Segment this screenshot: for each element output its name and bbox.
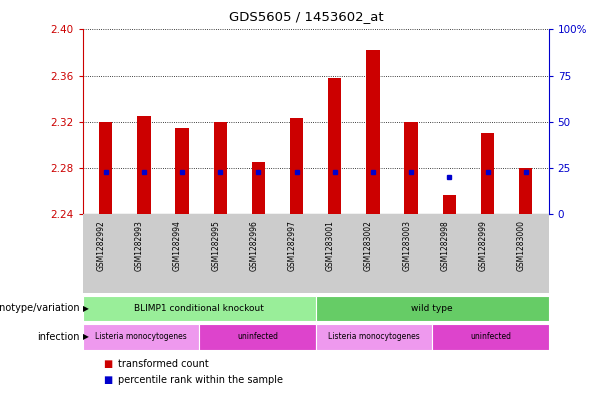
Text: GSM1282994: GSM1282994 [173, 220, 182, 271]
Text: GSM1282997: GSM1282997 [287, 220, 297, 271]
Text: GSM1283000: GSM1283000 [517, 220, 526, 272]
Text: infection: infection [37, 332, 80, 342]
Text: percentile rank within the sample: percentile rank within the sample [118, 375, 283, 385]
Bar [443, 195, 456, 214]
Text: GSM1282998: GSM1282998 [440, 220, 449, 271]
Bar [213, 122, 227, 214]
Bar [83, 324, 199, 350]
Text: GSM1282996: GSM1282996 [249, 220, 259, 271]
Text: uninfected: uninfected [470, 332, 511, 342]
Text: GSM1283002: GSM1283002 [364, 220, 373, 271]
Bar [252, 162, 265, 214]
Text: GSM1282995: GSM1282995 [211, 220, 220, 271]
Text: GSM1283003: GSM1283003 [402, 220, 411, 272]
Bar [481, 133, 494, 214]
Bar [199, 324, 316, 350]
Bar [99, 122, 112, 214]
Bar [519, 168, 533, 214]
Bar [83, 296, 316, 321]
Text: uninfected: uninfected [237, 332, 278, 342]
Bar [175, 128, 189, 214]
Bar [316, 296, 549, 321]
Text: ■: ■ [102, 358, 112, 369]
Bar [328, 78, 341, 214]
Text: Listeria monocytogenes: Listeria monocytogenes [328, 332, 420, 342]
Bar [405, 122, 418, 214]
Text: Listeria monocytogenes: Listeria monocytogenes [95, 332, 187, 342]
Bar [137, 116, 151, 214]
Bar [432, 324, 549, 350]
Text: GDS5605 / 1453602_at: GDS5605 / 1453602_at [229, 10, 384, 23]
Bar [367, 50, 379, 214]
Text: wild type: wild type [411, 304, 453, 313]
Text: transformed count: transformed count [118, 358, 209, 369]
Text: GSM1282993: GSM1282993 [135, 220, 144, 271]
Text: ▶: ▶ [83, 304, 89, 313]
Text: GSM1283001: GSM1283001 [326, 220, 335, 271]
Bar [290, 118, 303, 214]
Bar [316, 324, 432, 350]
Text: GSM1282992: GSM1282992 [97, 220, 105, 271]
Text: ■: ■ [102, 375, 112, 385]
Text: ▶: ▶ [83, 332, 89, 342]
Text: genotype/variation: genotype/variation [0, 303, 80, 313]
Text: BLIMP1 conditional knockout: BLIMP1 conditional knockout [134, 304, 264, 313]
Text: GSM1282999: GSM1282999 [479, 220, 487, 271]
